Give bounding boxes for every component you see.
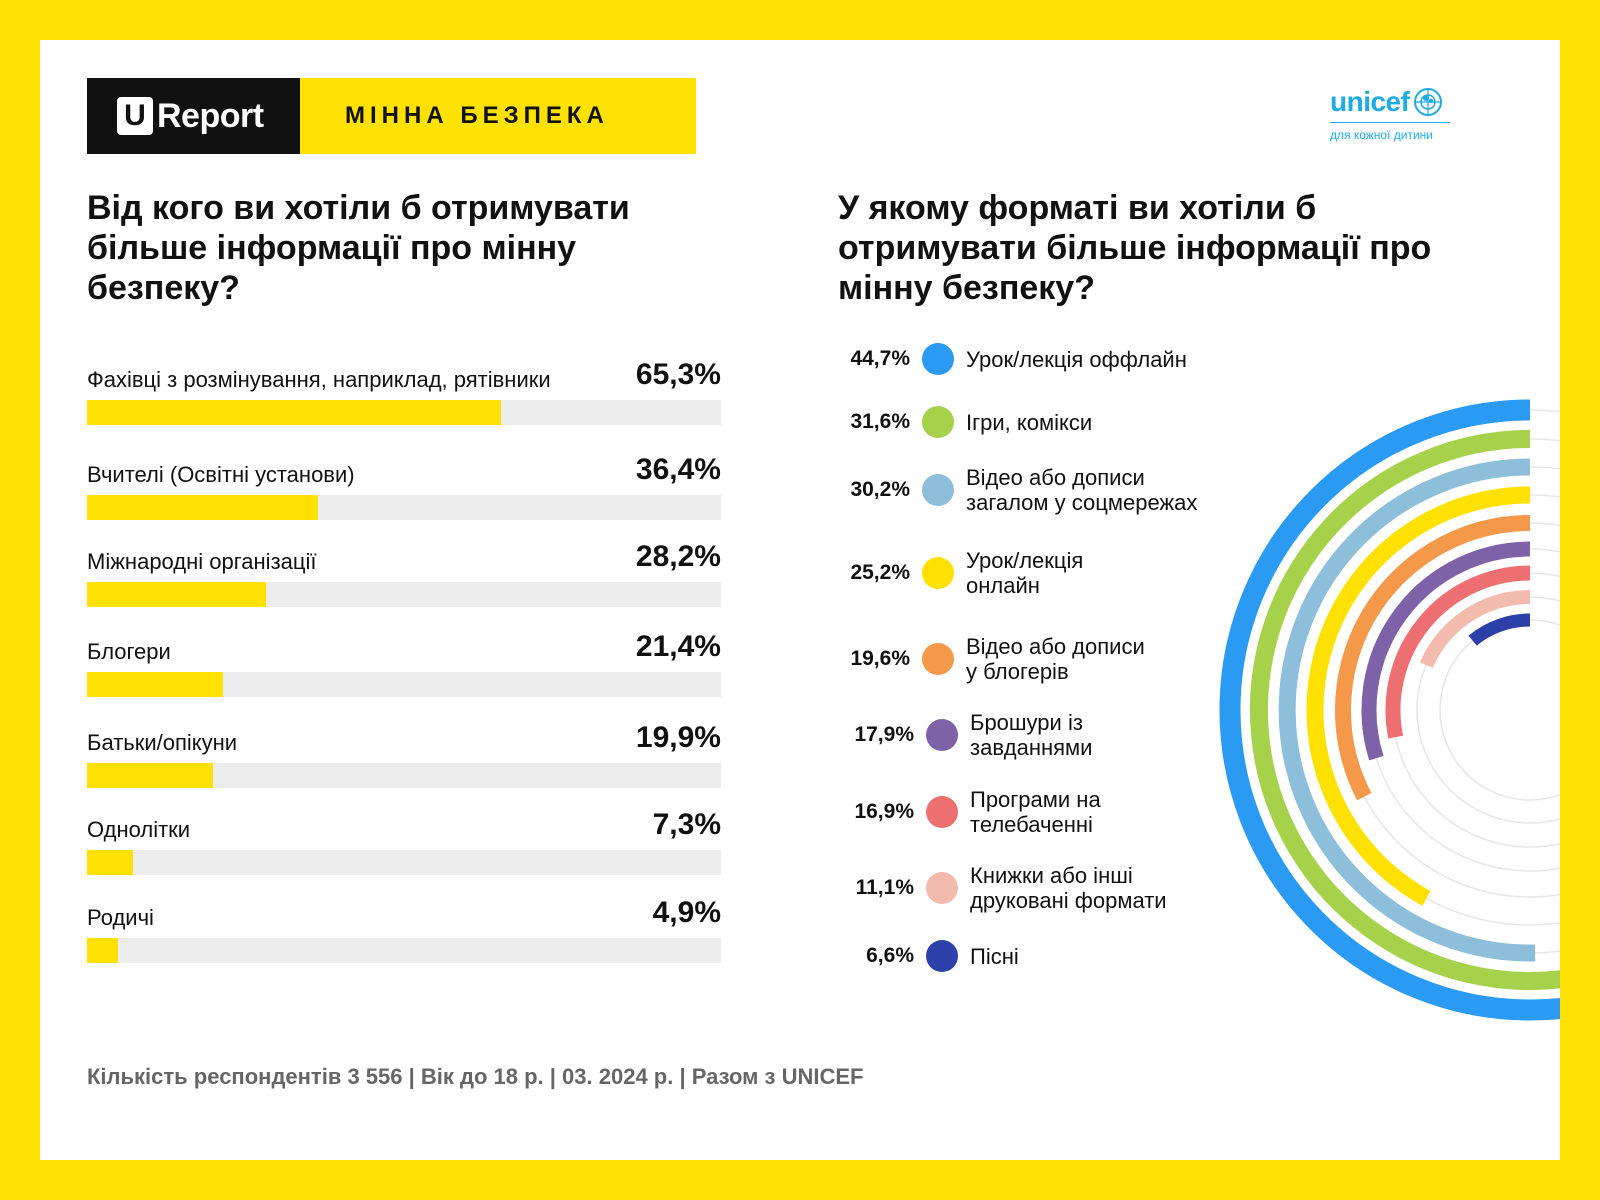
bar-row: Батьки/опікуни 19,9% [87,703,721,788]
bar-row: Вчителі (Освітні установи) 36,4% [87,435,721,520]
bar-fill [87,763,214,788]
legend-row: 6,6% Пісні [842,940,1019,972]
bar-row: Блогери 21,4% [87,612,721,697]
legend-swatch [926,719,958,751]
unicef-logo: unicef для кожної дитини [1330,86,1470,142]
bar-value-label: 7,3% [652,808,721,841]
legend-label: Пісні [970,943,1019,969]
legend-label: Брошури із завданнями [970,710,1093,760]
legend-value-label: 11,1% [855,876,914,899]
legend-swatch [922,474,954,506]
legend-label: Відео або дописи загалом у соцмережах [966,465,1198,515]
legend-swatch [926,796,958,828]
legend-value-label: 6,6% [866,944,914,967]
legend-value-label: 17,9% [854,723,914,746]
unicef-wordmark: unicef [1330,86,1410,117]
legend-value-label: 16,9% [854,800,914,823]
legend-row: 11,1% Книжки або інші друковані формати [842,863,1167,913]
bar-row: Однолітки 7,3% [87,790,721,875]
unicef-emblem-icon [1414,88,1443,116]
radial-bar-arc [1306,486,1531,906]
legend-value-label: 30,2% [850,478,910,501]
legend-row: 19,6% Відео або дописи у блогерів [838,634,1145,684]
unicef-tagline: для кожної дитини [1330,128,1433,142]
bar-fill [87,495,318,520]
legend-swatch [926,940,958,972]
bar-track [87,938,721,963]
radial-bar-arc [1361,541,1531,761]
bar-row: Родичі 4,9% [87,878,721,963]
bar-fill [87,582,266,607]
topic-label: МІННА БЕЗПЕКА [300,78,696,154]
radial-bar-arc [1419,590,1531,669]
left-question-title: Від кого ви хотіли б отримувати більше і… [87,189,630,307]
legend-swatch [922,643,954,675]
legend-swatch [922,406,954,438]
legend-value-label: 44,7% [850,347,910,370]
bar-label: Блогери [87,639,171,664]
radial-bar-arc [1385,565,1531,739]
ureport-logo-mark: U [117,97,153,135]
legend-value-label: 31,6% [850,410,910,433]
guide-ring [1314,494,1560,926]
footer-note: Кількість респондентів 3 556 | Вік до 18… [87,1064,864,1089]
bar-value-label: 4,9% [652,896,721,929]
bar-track [87,672,721,697]
legend-label: Ігри, комікси [966,409,1093,435]
bar-track [87,850,721,875]
legend-swatch [922,343,954,375]
bar-fill [87,672,223,697]
bar-label: Фахівці з розмінування, наприклад, рятів… [87,367,551,392]
radial-bar-arc [1219,399,1560,1021]
radial-bar-arc [1278,458,1536,962]
radial-bar-arc [1335,515,1531,801]
radial-bar-arc [1250,430,1560,990]
unicef-divider [1330,122,1450,123]
legend-label: Книжки або інші друковані формати [970,863,1167,913]
right-question-title: У якому форматі ви хотіли б отримувати б… [838,189,1432,307]
legend-swatch [922,557,954,589]
legend-label: Урок/лекція онлайн [966,548,1084,598]
legend-row: 30,2% Відео або дописи загалом у соцмереж… [838,465,1197,515]
bar-fill [87,850,134,875]
legend-label: Урок/лекція оффлайн [966,346,1187,372]
ureport-logo-text: Report [157,96,264,135]
bar-track [87,400,721,425]
header-banner: U Report МІННА БЕЗПЕКА [87,78,696,154]
legend-row: 16,9% Програми на телебаченні [842,787,1101,837]
bar-track [87,763,721,788]
bar-label: Вчителі (Освітні установи) [87,462,355,487]
legend-value-label: 25,2% [850,561,910,584]
bar-fill [87,938,119,963]
bar-label: Батьки/опікуни [87,730,238,755]
bar-fill [87,400,501,425]
radial-bar-arc [1468,613,1531,646]
bar-value-label: 65,3% [635,358,721,391]
bar-label: Родичі [87,905,154,930]
bar-value-label: 36,4% [635,453,721,486]
legend-row: 25,2% Урок/лекція онлайн [838,548,1083,598]
guide-ring [1439,619,1560,801]
legend-row: 44,7% Урок/лекція оффлайн [838,343,1187,375]
bar-track [87,582,721,607]
bar-value-label: 19,9% [635,721,721,754]
bar-track [87,495,721,520]
bar-row: Міжнародні організації 28,2% [87,522,721,607]
legend-label: Програми на телебаченні [970,787,1101,837]
legend-label: Відео або дописи у блогерів [966,634,1145,684]
legend-row: 31,6% Ігри, комікси [838,406,1092,438]
bar-row: Фахівці з розмінування, наприклад, рятів… [87,340,721,425]
ureport-logo: U Report [87,78,300,154]
bar-value-label: 21,4% [635,630,721,663]
bar-label: Міжнародні організації [87,549,317,574]
bar-value-label: 28,2% [635,540,721,573]
bar-label: Однолітки [87,817,191,842]
legend-swatch [926,872,958,904]
legend-row: 17,9% Брошури із завданнями [842,710,1092,760]
infographic-card: U Report МІННА БЕЗПЕКА unicef для кожної… [40,40,1560,1160]
format-radial-chart [1219,399,1560,1021]
legend-value-label: 19,6% [850,647,910,670]
